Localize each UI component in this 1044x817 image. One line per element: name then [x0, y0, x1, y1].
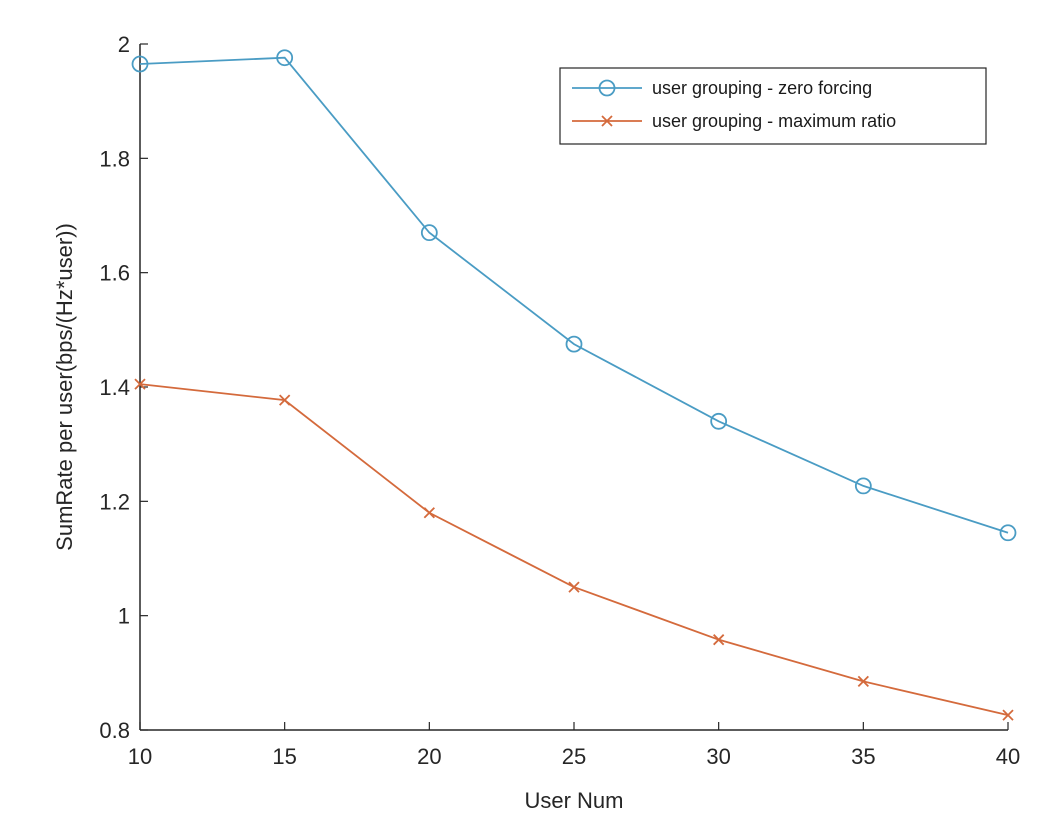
data-point — [857, 675, 869, 688]
series-line — [139, 383, 1009, 717]
legend-entry-2: user grouping - maximum ratio — [572, 111, 896, 131]
data-point — [279, 394, 291, 406]
x-marker-stroke — [1002, 709, 1014, 721]
y-tick-label: 1.8 — [99, 146, 130, 171]
data-point — [854, 477, 872, 495]
x-tick-label: 35 — [851, 744, 875, 769]
x-tick-label: 20 — [417, 744, 441, 769]
x-marker-stroke — [134, 378, 146, 390]
series-1 — [131, 49, 1017, 542]
legend-label: user grouping - maximum ratio — [652, 111, 896, 131]
series-layer — [131, 49, 1017, 721]
x-axis-label: User Num — [524, 788, 623, 813]
legend-marker — [601, 115, 613, 127]
x-marker-stroke — [279, 394, 291, 406]
x-tick-label: 15 — [272, 744, 296, 769]
legend-marker — [598, 79, 616, 97]
x-marker-stroke — [857, 675, 869, 688]
data-point — [423, 507, 435, 519]
data-point — [999, 524, 1017, 542]
legend-entry-1: user grouping - zero forcing — [572, 78, 872, 98]
axes: 10 15 20 25 30 35 40 0.8 1 1.2 1.4 1.6 1.8 2 — [99, 32, 1020, 769]
series-2 — [134, 378, 1014, 721]
legend-box — [559, 67, 987, 145]
x-tick-label: 25 — [562, 744, 586, 769]
y-tick-label: 1.6 — [99, 261, 130, 286]
x-marker-stroke — [713, 634, 725, 646]
data-point — [1002, 709, 1014, 721]
x-marker-stroke — [423, 507, 435, 519]
x-marker-stroke — [568, 581, 580, 593]
data-point — [713, 634, 725, 646]
data-point — [565, 335, 583, 353]
x-tick-label: 30 — [706, 744, 730, 769]
data-point — [420, 224, 438, 242]
x-tick-label: 40 — [996, 744, 1020, 769]
y-tick-label: 1 — [118, 604, 130, 629]
x-tick-label: 10 — [128, 744, 152, 769]
y-tick-label: 0.8 — [99, 718, 130, 743]
data-point — [568, 581, 580, 593]
y-tick-label: 1.2 — [99, 489, 130, 514]
legend: user grouping - zero forcing user groupin… — [559, 67, 987, 145]
y-axis-label: SumRate per user(bps/(Hz*user)) — [52, 223, 77, 551]
legend-label: user grouping - zero forcing — [652, 78, 872, 98]
x-marker-stroke — [601, 115, 613, 127]
data-point — [131, 55, 149, 73]
y-tick-label: 1.4 — [99, 375, 130, 400]
data-point — [710, 412, 728, 430]
data-point — [134, 378, 146, 390]
data-point — [276, 49, 294, 67]
y-tick-label: 2 — [118, 32, 130, 57]
series-line — [139, 56, 1009, 534]
